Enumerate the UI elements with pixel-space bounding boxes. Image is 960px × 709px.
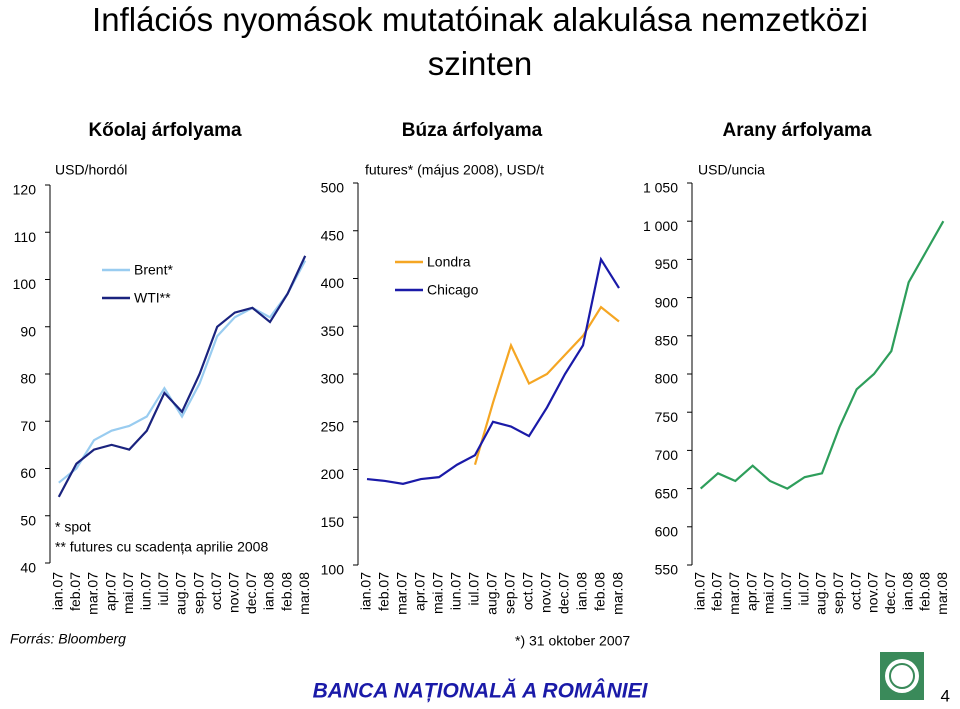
source: Forrás: Bloomberg [10,631,126,647]
x-tick-label: dec.07 [882,572,898,614]
x-tick-label: feb.08 [592,572,608,611]
y-tick-label: 750 [655,409,679,425]
unit-label: USD/uncia [698,162,765,178]
y-tick-label: 120 [13,182,37,198]
logo [880,652,924,700]
x-tick-label: mar.08 [610,572,626,615]
chart-title: Kőolaj árfolyama [88,120,242,141]
x-tick-label: iun.07 [138,572,154,610]
series-line [699,220,945,490]
y-tick-label: 700 [655,447,679,463]
legend-label: WTI** [134,290,171,306]
x-tick-label: ian.07 [50,572,66,610]
x-tick-label: feb.08 [917,572,933,611]
series-line [473,305,620,466]
note: *) 31 oktober 2007 [515,633,630,649]
y-tick-label: 90 [20,323,36,339]
x-tick-label: feb.07 [709,572,725,611]
y-tick-label: 650 [655,485,679,501]
x-tick-label: mai.07 [430,572,446,614]
y-tick-label: 300 [321,371,345,387]
y-tick-label: 450 [321,227,345,243]
x-tick-label: sep.07 [190,572,206,614]
y-tick-label: 150 [321,514,345,530]
x-tick-label: oct.07 [520,572,536,610]
y-tick-label: 400 [321,275,345,291]
x-tick-label: mar.07 [394,572,410,615]
page-number: 4 [941,686,950,705]
y-tick-label: 110 [14,229,37,245]
x-tick-label: iul.07 [795,572,811,606]
y-tick-label: 800 [655,371,679,387]
x-tick-label: dec.07 [556,572,572,614]
unit-label: futures* (május 2008), USD/t [365,162,544,178]
y-tick-label: 850 [655,333,679,349]
x-tick-label: mai.07 [120,572,136,614]
y-tick-label: 1 000 [643,218,678,234]
series-line [366,256,620,485]
x-tick-label: mar.07 [85,572,101,615]
x-tick-label: dec.07 [243,572,259,614]
y-tick-label: 60 [20,465,36,481]
x-tick-label: apr.07 [743,572,759,611]
y-tick-label: 550 [655,562,679,578]
y-tick-label: 250 [321,418,345,434]
y-tick-label: 600 [655,524,679,540]
x-tick-label: iun.07 [448,572,464,610]
x-tick-label: nov.07 [226,572,242,613]
x-tick-label: feb.07 [67,572,83,611]
y-tick-label: 50 [20,512,36,528]
x-tick-label: apr.07 [102,572,118,611]
y-tick-label: 70 [20,418,36,434]
x-tick-label: ian.08 [899,572,915,610]
x-tick-label: sep.07 [830,572,846,614]
x-tick-label: feb.08 [278,572,294,611]
y-tick-label: 100 [321,562,345,578]
series-line [57,255,307,498]
x-tick-label: ian.08 [261,572,277,610]
legend-label: Chicago [427,282,479,298]
y-tick-label: 80 [20,371,36,387]
x-tick-label: mar.07 [726,572,742,615]
note: ** futures cu scadența aprilie 2008 [55,539,268,555]
x-tick-label: iul.07 [466,572,482,606]
x-tick-label: mar.08 [296,572,312,615]
chart-title: Arany árfolyama [723,120,872,141]
y-tick-label: 900 [655,294,679,310]
series-line [58,260,307,484]
x-tick-label: aug.07 [484,572,500,615]
legend-label: Brent* [134,262,173,278]
x-tick-label: apr.07 [412,572,428,611]
y-tick-label: 950 [655,256,679,272]
y-tick-label: 500 [321,180,345,196]
y-tick-label: 100 [13,276,37,292]
x-tick-label: aug.07 [173,572,189,615]
x-tick-label: oct.07 [208,572,224,610]
x-tick-label: mai.07 [761,572,777,614]
x-tick-label: iun.07 [778,572,794,610]
note: * spot [55,519,91,535]
x-tick-label: nov.07 [538,572,554,613]
x-tick-label: nov.07 [865,572,881,613]
x-tick-label: mar.08 [934,572,950,615]
footer: BANCA NAȚIONALĂ A ROMÂNIEI [313,679,649,703]
x-tick-label: iul.07 [155,572,171,606]
y-tick-label: 1 050 [643,180,678,196]
x-tick-label: feb.07 [376,572,392,611]
chart-title: Búza árfolyama [402,120,543,141]
slide-title: Inflációs nyomások mutatóinak alakulása … [92,1,868,82]
x-tick-label: ian.08 [574,572,590,610]
unit-label: USD/hordól [55,162,127,178]
x-tick-label: aug.07 [813,572,829,615]
x-tick-label: sep.07 [502,572,518,614]
legend-label: Londra [427,254,471,270]
y-tick-label: 350 [321,323,345,339]
x-tick-label: ian.07 [358,572,374,610]
y-tick-label: 200 [321,466,345,482]
y-tick-label: 40 [20,560,36,576]
x-tick-label: ian.07 [691,572,707,610]
x-tick-label: oct.07 [847,572,863,610]
